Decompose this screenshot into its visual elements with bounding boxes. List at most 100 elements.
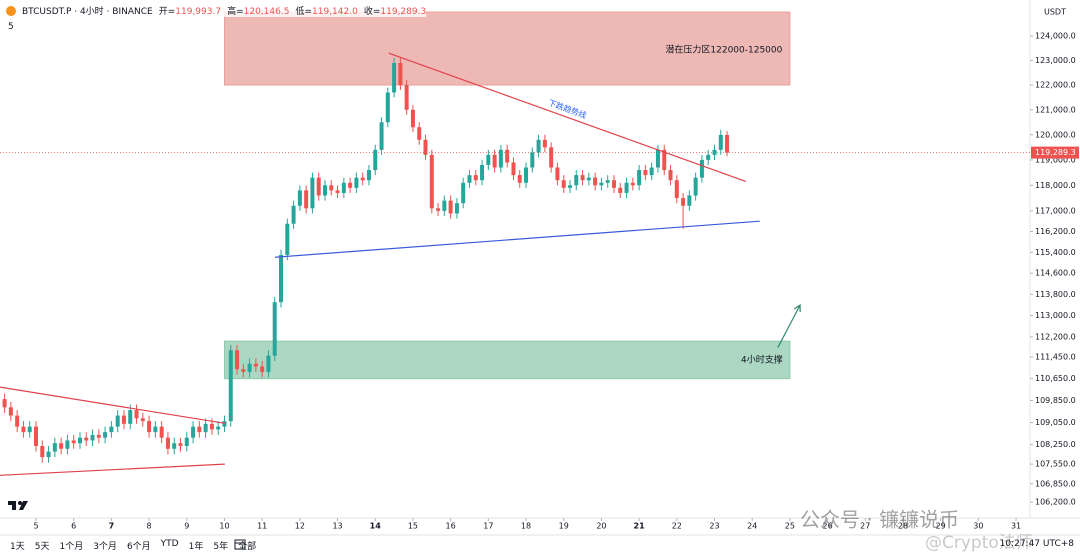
candle-body: [291, 205, 296, 224]
y-tick-label: 117,000.0: [1035, 206, 1076, 215]
y-tick-label: 124,000.0: [1035, 32, 1076, 41]
candle-body: [448, 200, 453, 214]
symbol-icon: [6, 5, 16, 16]
candle-body: [379, 122, 384, 150]
y-tick-label: 120,000.0: [1035, 130, 1076, 139]
candle-body: [165, 437, 170, 449]
candle-body: [354, 177, 359, 188]
candle-body: [681, 198, 686, 206]
ohlc-item: 收=119,289.3: [363, 7, 427, 17]
candle-body: [71, 440, 76, 444]
candle-body: [586, 177, 591, 181]
candle-body: [649, 167, 654, 176]
candle-body: [599, 182, 604, 186]
candle-body: [505, 149, 510, 163]
range-button[interactable]: 1天: [10, 542, 25, 552]
x-tick-label: 21: [634, 522, 646, 531]
ohlc-value: 119,289.3: [380, 7, 427, 17]
candle-body: [630, 182, 635, 186]
candle-body: [109, 426, 114, 433]
y-tick-label: 109,050.0: [1035, 418, 1076, 427]
indicator[interactable]: 5: [8, 22, 14, 32]
y-tick-label: 123,000.0: [1035, 56, 1076, 65]
candle-body: [643, 170, 648, 176]
candle-body: [524, 167, 529, 183]
candle-body: [555, 167, 560, 181]
trend-line: [0, 463, 225, 476]
candle-body: [392, 62, 397, 93]
candle-body: [561, 180, 566, 188]
candle-body: [542, 139, 547, 148]
candle-body: [511, 162, 516, 176]
x-tick-label: 26: [822, 522, 832, 531]
candle-body: [115, 415, 120, 427]
candle-body: [147, 421, 152, 433]
candle-body: [222, 421, 227, 427]
range-button[interactable]: 1个月: [59, 542, 84, 552]
candle-body: [228, 350, 233, 422]
zone-label: 4小时支撑: [741, 353, 783, 365]
candle-body: [77, 437, 82, 444]
candle-body: [486, 154, 491, 165]
y-tick-label: 109,850.0: [1035, 396, 1076, 405]
candle-body: [159, 426, 164, 438]
range-button[interactable]: 全部: [238, 542, 257, 552]
range-button[interactable]: 1年: [188, 542, 204, 552]
candle-body: [360, 177, 365, 181]
range-button[interactable]: 3个月: [93, 542, 117, 552]
candle-body: [323, 185, 328, 196]
y-tick-label: 113,000.0: [1035, 311, 1076, 320]
y-tick-label: 122,000.0: [1035, 81, 1076, 90]
candle-body: [498, 149, 503, 168]
candle-body: [153, 426, 158, 433]
x-tick-label: 12: [295, 522, 305, 531]
range-button[interactable]: YTD: [160, 539, 179, 549]
candle-body: [618, 187, 623, 193]
candle-body: [84, 437, 89, 441]
candle-body: [46, 451, 51, 458]
x-tick-label: 23: [709, 522, 719, 531]
x-tick-label: 15: [408, 522, 418, 531]
candle-body: [297, 190, 302, 206]
x-tick-label: 6: [71, 522, 76, 531]
candle-body: [172, 443, 177, 449]
candle-body: [593, 177, 598, 186]
candle-body: [209, 423, 214, 430]
arrow: [777, 304, 801, 348]
candle-body: [398, 62, 403, 86]
candle-body: [706, 154, 711, 160]
candle-body: [52, 443, 57, 452]
candle-body: [272, 302, 277, 356]
x-tick-label: 5: [33, 522, 38, 531]
symbol-title[interactable]: BTCUSDT.P · 4小时 · BINANCE: [22, 7, 153, 17]
candle-body: [341, 182, 346, 193]
candle-body: [2, 399, 7, 408]
candle-body: [423, 139, 428, 155]
candle-body: [373, 149, 378, 171]
y-tick-label: 108,250.0: [1035, 440, 1076, 449]
ohlc-item: 低=119,142.0: [295, 7, 358, 17]
candle-body: [574, 175, 579, 186]
x-tick-label: 29: [936, 522, 946, 531]
ohlc-key: 收: [363, 7, 373, 17]
x-tick-label: 24: [747, 522, 757, 531]
calendar-icon[interactable]: [234, 539, 246, 550]
candle-body: [316, 177, 321, 196]
candle-body: [134, 410, 139, 419]
x-tick-label: 9: [184, 522, 189, 531]
range-button[interactable]: 6个月: [126, 542, 151, 552]
candle-body: [27, 426, 32, 433]
y-tick-label: 114,600.0: [1035, 269, 1076, 278]
candle-body: [59, 443, 64, 449]
watermark: @Crypto法师: [925, 533, 1033, 553]
candle-body: [605, 180, 610, 183]
candle-body: [279, 254, 284, 303]
range-button[interactable]: 5年: [213, 542, 229, 552]
candle-body: [454, 203, 459, 214]
last-price-box: [1031, 146, 1079, 159]
candle-body: [404, 85, 409, 110]
trend-line: [274, 220, 760, 258]
ohlc-value: 120,146.5: [243, 7, 290, 17]
range-button[interactable]: 5天: [34, 542, 50, 552]
